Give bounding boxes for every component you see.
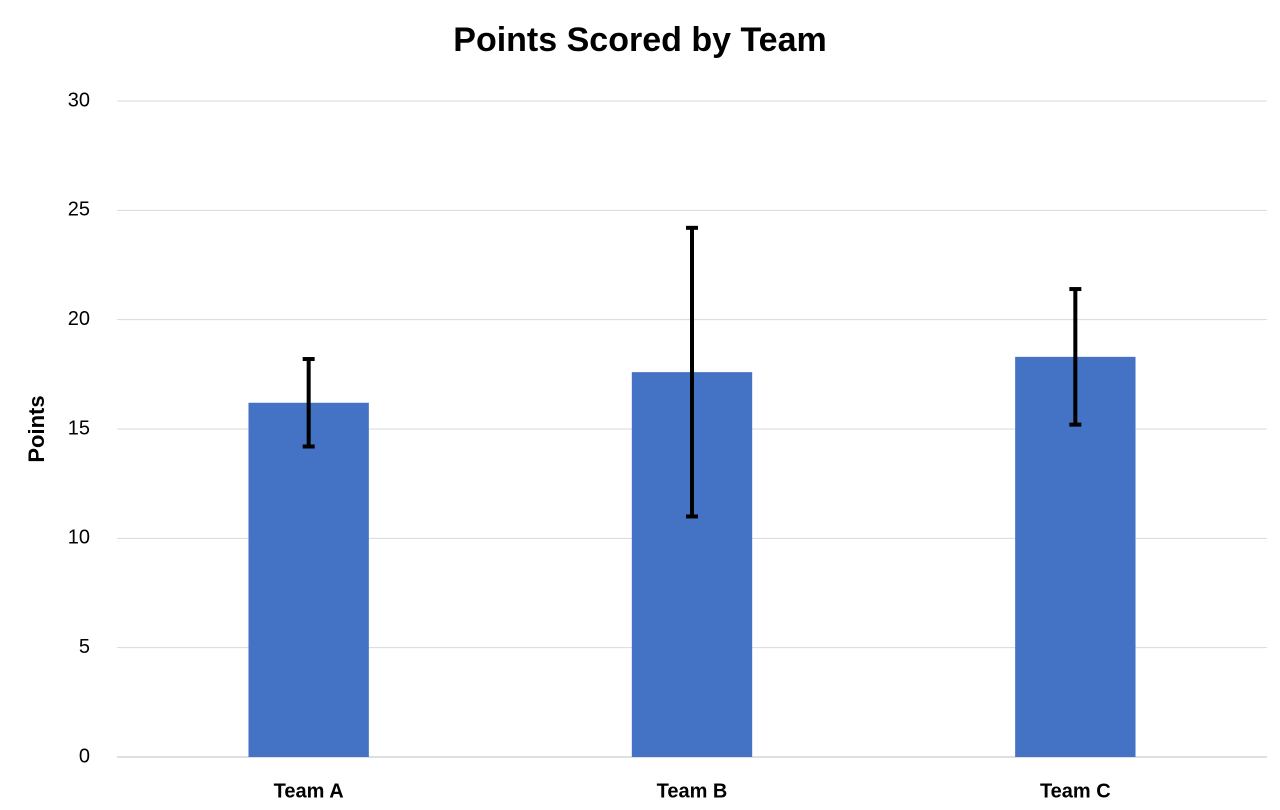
y-tick-label: 5 <box>79 636 90 658</box>
y-tick-label: 30 <box>68 89 90 111</box>
y-tick-label: 15 <box>68 417 90 439</box>
x-tick-label: Team C <box>1040 780 1111 802</box>
y-tick-label: 10 <box>68 527 90 549</box>
y-tick-label: 25 <box>68 199 90 221</box>
bar <box>248 402 369 757</box>
y-tick-label: 20 <box>68 308 90 330</box>
chart-title: Points Scored by Team <box>453 21 826 59</box>
error-bar <box>302 357 315 449</box>
error-bar <box>1069 287 1082 427</box>
y-tick-label: 0 <box>79 745 90 767</box>
x-tick-label: Team A <box>274 780 344 802</box>
y-axis-title: Points <box>24 395 49 462</box>
x-tick-label: Team B <box>657 780 728 802</box>
error-bar <box>686 225 698 519</box>
